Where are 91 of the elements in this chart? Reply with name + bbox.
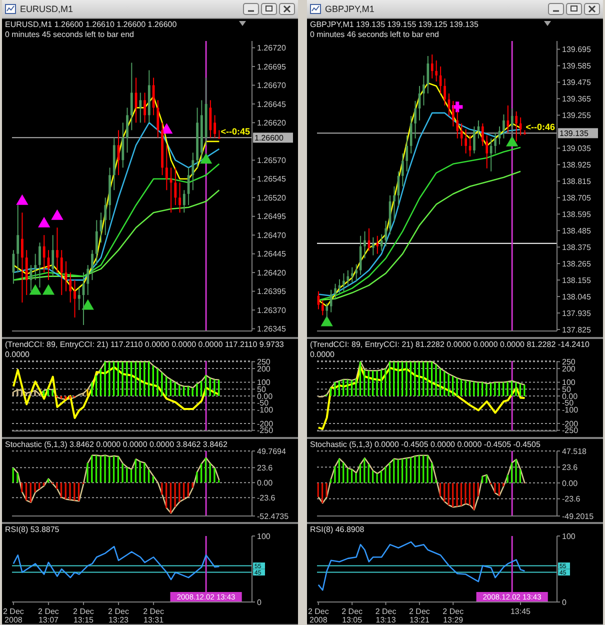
y-tick-label: 1.26670 [257,81,286,90]
y-tick-label: 137.935 [562,308,592,318]
y-tick-label: 138.595 [562,210,592,219]
y-tick-label: -49.2015 [562,512,594,521]
x-tick-label: 2 Dec 13:31 [143,607,164,624]
y-tick-label: 49.7694 [257,446,286,456]
y-tick-label: 1.26520 [257,193,286,202]
chart-subtitle: (TrendCCI: 89, EntryCCI: 21) 81.2282 0.0000 0.0000 0.0000 81.2282 -14.2410 0.0000 [310,340,590,359]
y-tick-label: 50 [562,384,572,394]
x-tick-label: 2 Dec 13:07 [38,607,60,624]
annotation: <--0:46 [526,122,555,132]
y-tick-label: 1.26545 [257,174,286,184]
chart-subtitle: (TrendCCI: 89, EntryCCI: 21) 117.2110 0.0000 0.0000 0.0000 117.2110 9.9733 0.0000 [5,340,284,359]
y-tick-label: 1.26620 [257,118,286,128]
y-tick-label: -50 [257,398,270,408]
x-tick-label: 2 Dec 13:05 [342,607,363,624]
text: 0 minutes 46 seconds left to bar end [310,30,440,40]
annotation: <--0:45 [220,126,250,137]
y-tick-label: 250 [562,358,576,367]
y-tick-label: -100 [257,406,274,415]
y-tick-label: -250 [562,426,579,436]
chart-title: EURUSD,M1 [20,4,74,14]
x-tick-label: 2 Dec 13:13 [375,607,396,624]
y-tick-label: 23.6 [562,462,578,472]
y-tick-label: 138.925 [562,160,592,170]
x-tick-label: 13:45 [510,607,532,616]
y-tick-label: 1.26445 [257,250,286,259]
y-tick-label: 0 [562,598,567,607]
y-tick-label: -50 [562,398,574,408]
y-tick-label: 250 [257,358,271,367]
ref-line-label: 139.135 [560,129,589,138]
chart-subtitle: RSI(8) 46.8908 [310,525,364,534]
y-tick-label: 1.26495 [257,212,286,222]
x-tick-label: 2 Dec 13:21 [409,607,430,624]
chart-title: GBPJPY,M1 [325,4,376,14]
y-tick-label: 47.518 [562,446,588,456]
y-tick-label: 138.155 [562,276,592,285]
y-tick-label: 138.815 [562,176,592,186]
y-tick-label: 200 [562,364,576,374]
y-tick-label: 1.26645 [257,100,286,109]
y-tick-label: 1.26695 [257,62,286,72]
ref-line-label: 1.26600 [254,134,284,143]
y-tick-label: 138.265 [562,259,592,268]
y-tick-label: -52.4735 [257,512,290,521]
y-tick-label: -250 [257,426,274,436]
y-tick-label: 100 [562,532,576,541]
x-tick-label: 2 Dec 13:29 [442,607,464,624]
y-tick-label: -23.6 [562,494,581,504]
y-tick-label: 1.26570 [257,156,286,165]
y-tick-label: -100 [562,406,579,415]
y-tick-label: 100 [257,532,271,541]
y-tick-label: 137.825 [562,325,592,334]
x-tick-label: 2 Dec 13:23 [108,607,130,624]
y-tick-label: 1.26720 [257,44,286,53]
y-tick-label: 100 [562,378,576,388]
x-tick-label: 2 Dec 13:15 [73,607,94,624]
chart-subtitle: RSI(8) 53.8875 [5,525,60,534]
y-tick-label: 200 [257,364,271,374]
y-tick-label: 100 [257,378,271,388]
y-tick-label: 50 [257,384,266,394]
y-tick-label: 1.26345 [257,324,286,334]
y-tick-label: -23.6 [257,493,276,502]
chart-subtitle: Stochastic (5,1,3) 3.8462 0.0000 0.0000 0.0000 3.8462 3.8462 [5,440,228,449]
y-tick-label: 0.00 [257,392,274,401]
chart-subtitle: GBPJPY,M1 139.135 139.155 139.125 139.135 [310,20,480,30]
y-tick-label: 1.26420 [257,268,286,278]
y-tick-label: 0.00 [257,478,274,488]
y-tick-label: 139.585 [562,62,592,71]
y-tick-label: 138.045 [562,292,592,302]
chart-subtitle: Stochastic (5,1,3) 0.0000 -0.4505 0.0000 0.0000 -0.4505 -0.4505 [310,440,540,449]
y-tick-label: 138.485 [562,226,592,236]
y-tick-label: 138.375 [562,242,592,252]
y-tick-label: 138.705 [562,193,592,202]
y-tick-label: 1.26370 [257,306,286,315]
y-tick-label: 0.00 [562,478,578,488]
y-tick-label: 1.26395 [257,287,286,296]
y-tick-label: 0.00 [562,392,578,401]
text: 0 minutes 45 seconds left to bar end [5,30,135,40]
y-tick-label: 139.365 [562,94,592,104]
y-tick-label: 23.6 [257,463,274,472]
y-tick-label: 0 [257,598,262,607]
x-tick-label: 2 Dec 2008 [3,607,24,624]
chart-subtitle: EURUSD,M1 1.26600 1.26610 1.26600 1.26600 [5,20,178,30]
x-tick-label: 2 Dec 2008 [308,607,329,624]
y-tick-label: 139.695 [562,45,592,54]
y-tick-label: 139.255 [562,111,592,120]
y-tick-label: -200 [257,419,274,428]
y-tick-label: 139.475 [562,78,592,88]
y-tick-label: 139.035 [562,144,592,153]
y-tick-label: 1.26470 [257,230,286,240]
y-tick-label: -200 [562,419,579,428]
